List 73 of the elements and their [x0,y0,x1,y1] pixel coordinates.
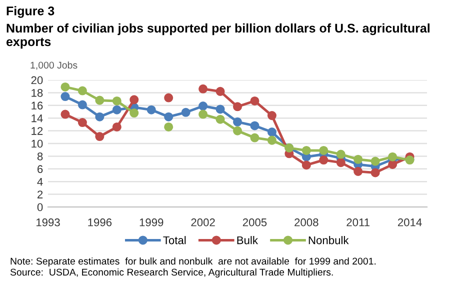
point [250,96,260,106]
point [78,100,87,110]
point [302,160,311,170]
point [302,146,311,155]
point [232,117,242,126]
point [146,105,156,114]
y-tick-label: 8 [37,152,43,160]
point [95,96,104,105]
point [78,118,87,128]
point [198,110,208,119]
point [181,108,190,117]
x-tick-label: 2005 [242,218,267,226]
point [130,95,139,104]
point [60,92,70,102]
point [112,122,122,132]
x-tick-label: 2011 [346,218,370,226]
point [112,105,122,114]
x-tick-label: 2014 [398,218,422,226]
point [388,152,398,162]
x-tick-label: 1996 [88,218,112,226]
point [112,96,122,106]
y-tick-label: 16 [32,102,43,110]
point [354,154,363,164]
point [164,93,174,102]
point [336,158,346,168]
point [164,122,174,132]
point [198,84,208,94]
y-tick-label: 18 [32,88,43,97]
y-tick-label: 10 [32,140,43,148]
y-tick-label: 6 [38,165,43,174]
point [232,126,242,136]
point [216,86,225,96]
point [130,108,139,118]
legend-label: Nonbulk [308,236,349,244]
y-tick-label: 0 [37,203,43,212]
point [198,102,208,111]
point [267,111,276,120]
point [232,102,242,112]
chart-title: Figure 3 [6,6,54,18]
point [319,146,328,155]
y-tick-label: 4 [37,178,43,186]
source-note: Source: USDA, Economic Research Service, Agricultural Trade Multipliers. [10,268,333,278]
point [164,112,174,122]
point [250,121,260,130]
y-tick-label: 14 [32,114,43,122]
point [388,160,398,169]
point [216,104,225,114]
chart-subtitle: Number of civilian jobs supported per billion dollars of U.S. agricultural exports [6,23,430,49]
point [370,156,380,166]
x-tick-label: 1999 [140,218,164,226]
point [336,150,346,159]
y-tick-label: 2 [38,190,43,198]
point [319,155,328,165]
x-tick-label: 2002 [191,218,215,226]
point [78,86,87,96]
y-axis-title: 1,000 Jobs [30,61,78,70]
point [370,168,380,178]
y-tick-label: 20 [31,76,43,84]
point [60,110,70,119]
x-tick-label: 1993 [36,218,60,226]
point [95,112,104,122]
y-tick-label: 12 [32,127,43,135]
point [250,133,260,142]
legend-label: Total [163,236,186,244]
point [95,132,104,142]
text: Note: Separate estimates for bulk and nonbulk are not available for 1999 and 2001. [10,257,376,267]
x-tick-label: 2008 [294,218,318,226]
point [60,82,70,92]
point [267,128,276,137]
point [267,136,276,145]
legend-label: Bulk [237,236,258,244]
point [216,114,225,124]
point [354,166,363,176]
